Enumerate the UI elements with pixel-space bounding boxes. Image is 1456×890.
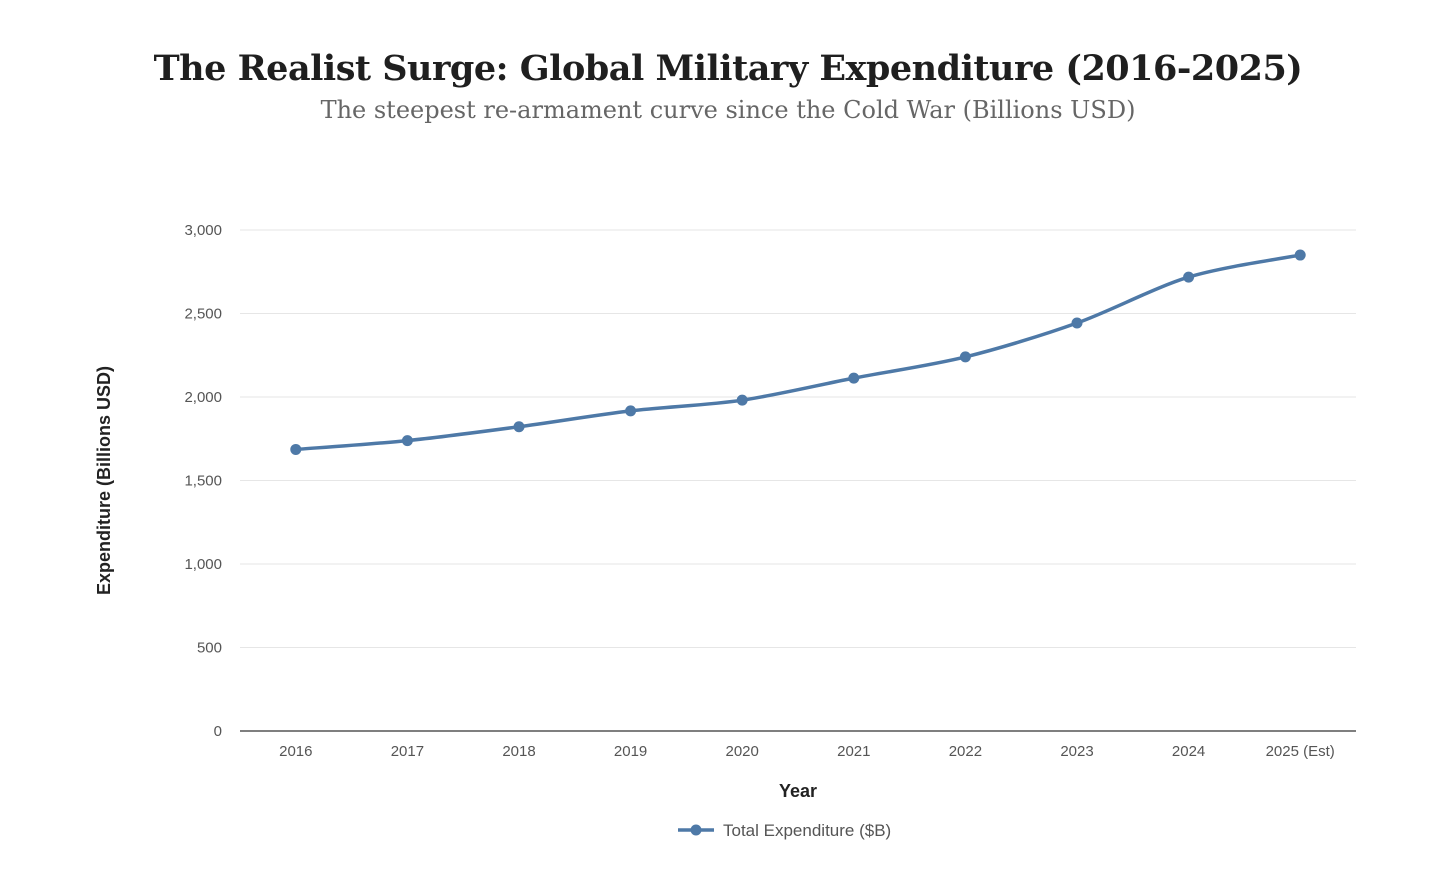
y-axis-title: Expenditure (Billions USD) (94, 366, 114, 595)
x-tick-label: 2025 (Est) (1266, 743, 1335, 760)
x-tick-label: 2019 (614, 743, 647, 760)
legend[interactable]: Total Expenditure ($B) (678, 821, 891, 840)
x-tick-label: 2021 (837, 743, 870, 760)
series-layer (290, 249, 1306, 455)
data-point-2021[interactable] (848, 372, 860, 384)
data-point-2022[interactable] (959, 351, 971, 363)
chart-title: The Realist Surge: Global Military Expen… (153, 48, 1303, 89)
x-tick-label: 2024 (1172, 743, 1205, 760)
data-point-2020[interactable] (736, 394, 748, 406)
y-tick-label: 2,000 (184, 389, 222, 406)
x-tick-label: 2020 (726, 743, 759, 760)
x-tick-label: 2016 (279, 743, 312, 760)
x-tick-label: 2018 (502, 743, 535, 760)
legend-marker (690, 824, 702, 836)
data-point-2016[interactable] (290, 443, 302, 455)
y-tick-label: 2,500 (184, 306, 222, 323)
y-tick-label: 500 (197, 640, 222, 657)
data-point-2019[interactable] (625, 405, 637, 417)
gridlines (240, 229, 1356, 648)
series-line (294, 253, 1302, 452)
y-tick-label: 0 (214, 723, 222, 740)
y-tick-label: 1,500 (184, 473, 222, 490)
legend-entry-total-expenditure: Total Expenditure ($B) (723, 821, 891, 840)
y-tick-label: 1,000 (184, 556, 222, 573)
data-point-2017[interactable] (401, 435, 413, 447)
x-axis-ticks: 2016 2017 2018 2019 2020 2021 2022 2023 2024 2025… (279, 743, 1335, 760)
y-axis-ticks: 0 500 1,000 1,500 2,000 2,500 3,000 (184, 222, 222, 740)
x-tick-label: 2023 (1060, 743, 1093, 760)
data-point-2024[interactable] (1183, 271, 1195, 283)
x-tick-label: 2017 (391, 743, 424, 760)
data-point-2018[interactable] (513, 421, 525, 433)
y-tick-label: 3,000 (184, 222, 222, 239)
x-tick-label: 2022 (949, 743, 982, 760)
chart-subtitle: The steepest re-armament curve since the… (320, 96, 1136, 124)
x-axis-title: Year (779, 781, 817, 801)
data-point-2023[interactable] (1071, 317, 1083, 329)
data-point-2025-est[interactable] (1294, 249, 1306, 261)
